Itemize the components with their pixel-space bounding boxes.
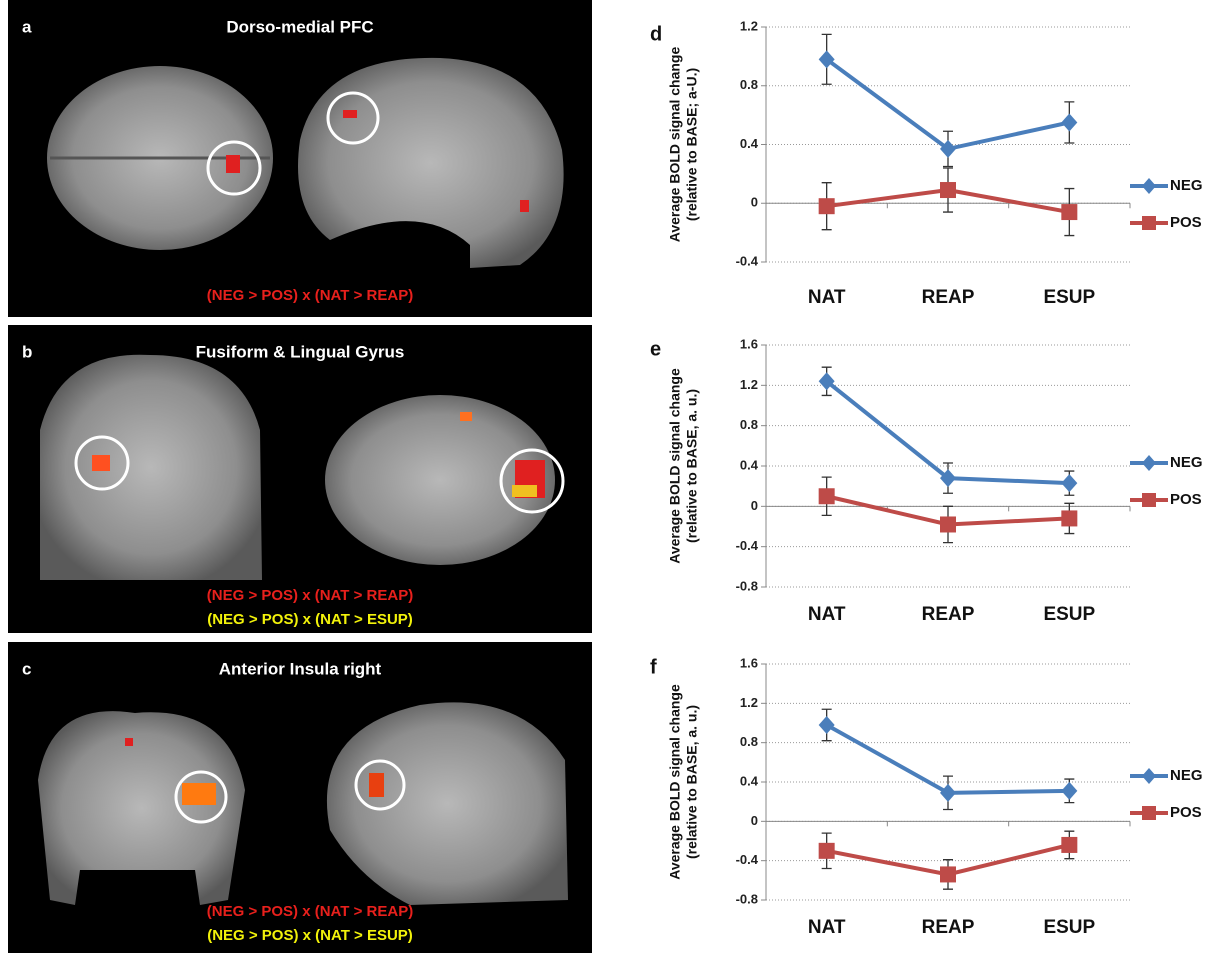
legend-swatch <box>1142 455 1156 471</box>
legend-swatch <box>1142 178 1156 194</box>
x-tick-label: REAP <box>922 917 975 938</box>
data-point <box>940 866 956 882</box>
brain-coronal <box>40 355 262 580</box>
legend-swatch <box>1142 806 1156 820</box>
data-point <box>1061 113 1077 131</box>
legend-label: POS <box>1170 214 1202 231</box>
legend-label: NEG <box>1170 454 1203 471</box>
legend-label: POS <box>1170 491 1202 508</box>
activation <box>125 738 133 746</box>
data-point <box>1061 782 1077 800</box>
panel-title: Fusiform & Lingual Gyrus <box>196 342 405 361</box>
activation <box>520 200 529 212</box>
y-tick-label: 0 <box>751 195 758 210</box>
y-tick-label: -0.8 <box>736 578 758 593</box>
x-tick-label: NAT <box>808 604 846 625</box>
y-tick-label: 0.8 <box>740 77 758 92</box>
x-tick-label: ESUP <box>1043 917 1095 938</box>
panel-label: b <box>22 342 32 361</box>
activation <box>92 455 110 471</box>
legend-swatch <box>1142 768 1156 784</box>
legend-label: POS <box>1170 804 1202 821</box>
panel-label: e <box>650 338 661 360</box>
activation <box>369 773 384 797</box>
panel-label: f <box>650 656 657 678</box>
y-axis-label: Average BOLD signal change <box>667 684 683 880</box>
contrast-label: (NEG > POS) x (NAT > ESUP) <box>207 611 413 628</box>
y-tick-label: 1.2 <box>740 377 758 392</box>
y-tick-label: 1.6 <box>740 336 758 351</box>
y-tick-label: 0.4 <box>740 457 759 472</box>
page: {"brain_panels": [ {"label": "a", "title… <box>0 0 1232 954</box>
contrast-label: (NEG > POS) x (NAT > REAP) <box>207 587 413 604</box>
data-point <box>819 716 835 734</box>
legend-swatch <box>1142 216 1156 230</box>
x-tick-label: NAT <box>808 287 846 308</box>
data-point <box>1061 510 1077 526</box>
activation <box>343 110 357 118</box>
y-tick-label: 0.4 <box>740 136 759 151</box>
activation <box>512 485 537 497</box>
y-axis-label: Average BOLD signal change <box>667 368 683 564</box>
data-point <box>940 182 956 198</box>
y-tick-label: -0.4 <box>736 538 759 553</box>
y-tick-label: 0 <box>751 498 758 513</box>
data-point <box>1061 474 1077 492</box>
legend-label: NEG <box>1170 767 1203 784</box>
contrast-label: (NEG > POS) x (NAT > REAP) <box>207 903 413 920</box>
panel-label: d <box>650 23 662 45</box>
figure: a Dorso-medial PFC (NEG > POS) x (NAT > RE… <box>0 0 1232 954</box>
legend-label: NEG <box>1170 177 1203 194</box>
data-point <box>940 784 956 802</box>
data-point <box>1061 837 1077 853</box>
y-tick-label: 0.4 <box>740 773 759 788</box>
data-point <box>819 488 835 504</box>
y-tick-label: 1.2 <box>740 695 758 710</box>
panel-title: Anterior Insula right <box>219 659 382 678</box>
data-point <box>940 516 956 532</box>
y-axis-label: (relative to BASE; a-U.) <box>684 68 700 221</box>
panel-title: Dorso-medial PFC <box>226 17 373 36</box>
y-tick-label: 1.6 <box>740 655 758 670</box>
contrast-label: (NEG > POS) x (NAT > ESUP) <box>207 927 413 944</box>
y-axis-label: (relative to BASE, a. u.) <box>684 705 700 859</box>
x-tick-label: NAT <box>808 917 846 938</box>
panel-label: c <box>22 659 31 678</box>
y-axis-label: Average BOLD signal change <box>667 47 683 243</box>
data-point <box>819 843 835 859</box>
data-point <box>819 198 835 214</box>
y-tick-label: 0 <box>751 813 758 828</box>
x-tick-label: ESUP <box>1043 604 1095 625</box>
x-tick-label: REAP <box>922 287 975 308</box>
contrast-label: (NEG > POS) x (NAT > REAP) <box>207 287 413 304</box>
y-tick-label: -0.8 <box>736 891 758 906</box>
activation <box>182 783 216 805</box>
legend-swatch <box>1142 493 1156 507</box>
panel-label: a <box>22 17 32 36</box>
y-tick-label: -0.4 <box>736 852 759 867</box>
activation <box>226 155 240 173</box>
y-axis-label: (relative to BASE, a. u.) <box>684 389 700 543</box>
y-tick-label: 0.8 <box>740 734 758 749</box>
y-tick-label: 1.2 <box>740 18 758 33</box>
y-tick-label: 0.8 <box>740 417 758 432</box>
data-point <box>1061 204 1077 220</box>
x-tick-label: ESUP <box>1043 287 1095 308</box>
activation <box>460 412 472 421</box>
y-tick-label: -0.4 <box>736 253 759 268</box>
x-tick-label: REAP <box>922 604 975 625</box>
